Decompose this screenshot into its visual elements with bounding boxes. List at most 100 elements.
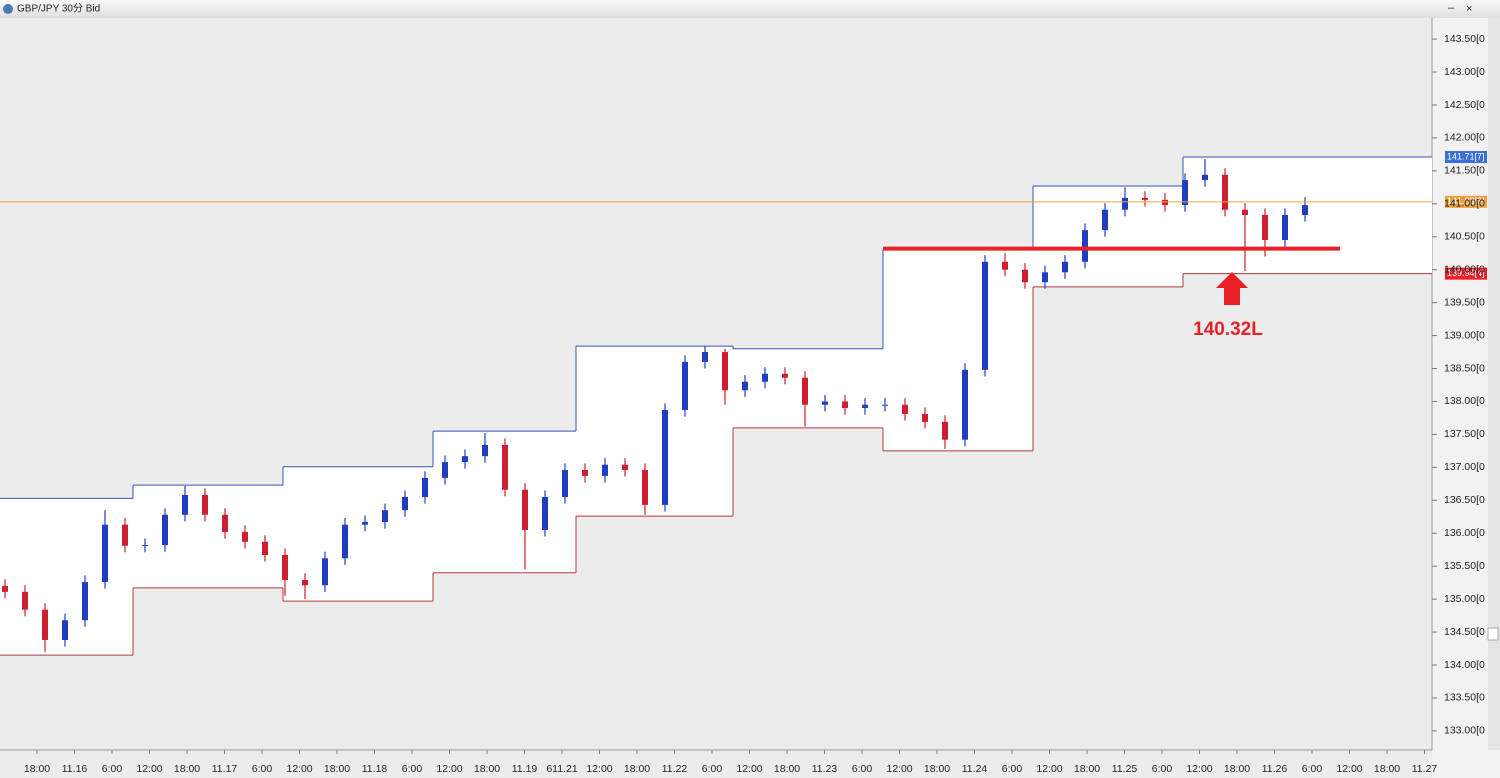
x-tick-label: 18:00	[1074, 763, 1100, 775]
x-tick-label: 18:00	[324, 763, 350, 775]
y-tick-label: 138.50[0	[1444, 362, 1485, 374]
candle-body	[782, 373, 788, 378]
candle-body	[642, 469, 648, 505]
candle-body	[122, 524, 128, 546]
candle-body	[1062, 261, 1068, 273]
x-tick-label: 12:00	[1186, 763, 1212, 775]
y-tick-label: 141.00[0	[1444, 198, 1485, 210]
candle-body	[302, 580, 308, 586]
x-tick-label: 12:00	[1336, 763, 1362, 775]
y-tick-label: 133.50[0	[1444, 692, 1485, 704]
x-tick-label: 11.16	[62, 763, 88, 775]
range-box	[1033, 186, 1183, 287]
x-tick-label: 18:00	[774, 763, 800, 775]
x-tick-label: 18:00	[624, 763, 650, 775]
y-tick-label: 142.00[0	[1444, 132, 1485, 144]
y-tick-label: 142.50[0	[1444, 99, 1485, 111]
x-tick-label: 18:00	[24, 763, 50, 775]
candle-body	[542, 496, 548, 530]
candle-body	[722, 352, 728, 391]
candle-body	[1202, 174, 1208, 181]
scroll-thumb[interactable]	[1487, 627, 1499, 641]
x-tick-label: 18:00	[474, 763, 500, 775]
candle-body	[422, 477, 428, 497]
candle-body	[1162, 199, 1168, 206]
candle-body	[1002, 261, 1008, 270]
y-tick-label: 136.00[0	[1444, 527, 1485, 539]
annotation-label: 140.32L	[1193, 319, 1263, 340]
candle-body	[202, 495, 208, 515]
candle-body	[22, 591, 28, 610]
x-tick-label: 12:00	[136, 763, 162, 775]
candle-body	[1222, 174, 1228, 210]
y-tick-label: 139.50[0	[1444, 296, 1485, 308]
candle-body	[342, 524, 348, 559]
candle-body	[682, 361, 688, 411]
candle-body	[1102, 209, 1108, 231]
x-tick-label: 6:00	[252, 763, 273, 775]
range-high-box	[1445, 151, 1487, 164]
x-tick-label: 6:00	[852, 763, 873, 775]
candle-body	[282, 554, 288, 581]
x-tick-label: 6:00	[102, 763, 123, 775]
candle-body	[382, 510, 388, 523]
x-tick-label: 18:00	[1374, 763, 1400, 775]
x-tick-label: 12:00	[286, 763, 312, 775]
x-tick-label: 12:00	[886, 763, 912, 775]
candle-body	[1262, 215, 1268, 241]
x-tick-label: 611.21	[546, 763, 577, 775]
y-tick-label: 133.00[0	[1444, 725, 1485, 737]
x-tick-label: 18:00	[924, 763, 950, 775]
candle-body	[62, 620, 68, 640]
x-tick-label: 11.19	[512, 763, 538, 775]
y-tick-label: 134.50[0	[1444, 626, 1485, 638]
candle-body	[462, 456, 468, 463]
candle-body	[582, 469, 588, 476]
x-tick-label: 11.26	[1262, 763, 1288, 775]
y-tick-label: 140.00[0	[1444, 263, 1485, 275]
title-bar	[0, 0, 1500, 18]
candle-body	[982, 261, 988, 370]
x-tick-label: 11.24	[962, 763, 988, 775]
candle-body	[362, 522, 368, 525]
candle-body	[1242, 209, 1248, 216]
candle-body	[622, 464, 628, 470]
y-tick-label: 140.50[0	[1444, 231, 1485, 243]
x-tick-label: 6:00	[402, 763, 423, 775]
x-tick-label: 12:00	[586, 763, 612, 775]
candle-body	[1022, 269, 1028, 283]
candle-body	[1042, 272, 1048, 283]
candle-body	[482, 444, 488, 457]
y-tick-label: 138.00[0	[1444, 395, 1485, 407]
scrollbar[interactable]	[1488, 18, 1500, 750]
candle-body	[882, 404, 888, 406]
candle-body	[1082, 230, 1088, 262]
close-button[interactable]: ×	[1466, 3, 1472, 15]
candle-body	[82, 581, 88, 621]
candle-body	[102, 524, 108, 582]
x-tick-label: 11.25	[1112, 763, 1138, 775]
y-tick-label: 143.50[0	[1444, 33, 1485, 45]
range-box	[883, 249, 1033, 451]
candle-body	[562, 469, 568, 497]
range-box	[576, 346, 733, 517]
minimize-button[interactable]: –	[1448, 2, 1455, 14]
y-tick-label: 134.00[0	[1444, 659, 1485, 671]
y-tick-label: 135.00[0	[1444, 593, 1485, 605]
candle-body	[242, 531, 248, 542]
candle-body	[962, 369, 968, 440]
x-tick-label: 12:00	[736, 763, 762, 775]
y-tick-label: 135.50[0	[1444, 560, 1485, 572]
y-tick-label: 143.00[0	[1444, 66, 1485, 78]
app-icon	[3, 4, 13, 14]
y-tick-label: 136.50[0	[1444, 494, 1485, 506]
candle-body	[1142, 197, 1148, 200]
x-tick-label: 12:00	[1036, 763, 1062, 775]
candle-body	[942, 421, 948, 440]
candle-body	[602, 464, 608, 476]
candle-body	[42, 609, 48, 640]
candle-body	[402, 496, 408, 511]
range-low-label: 139.94[4]	[1447, 268, 1485, 278]
candle-body	[142, 545, 148, 547]
